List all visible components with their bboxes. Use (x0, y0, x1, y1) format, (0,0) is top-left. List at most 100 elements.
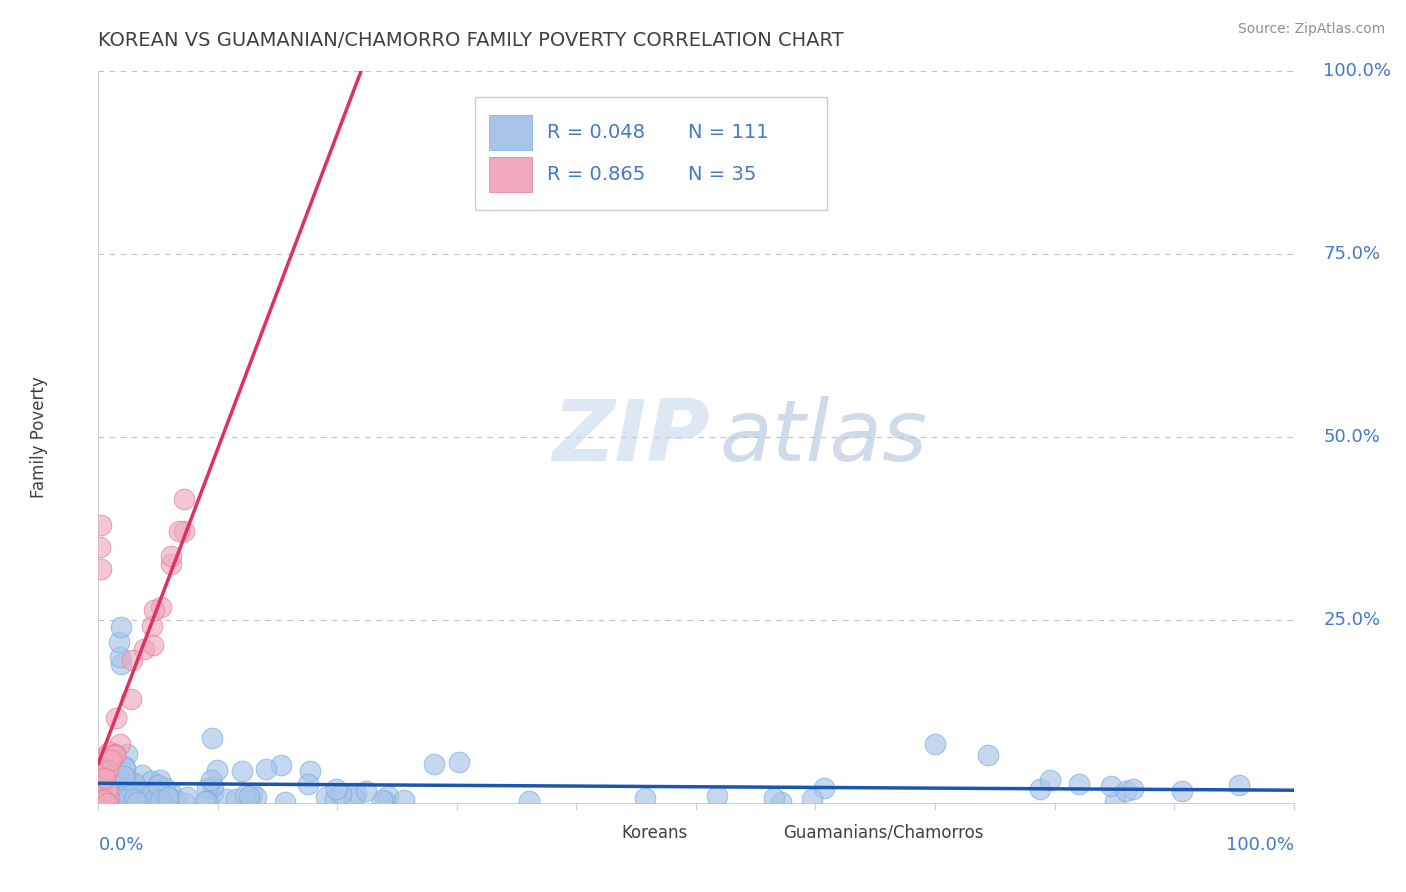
Point (1067, 777, 1090, 791)
Point (91, 795, 114, 809)
Point (422, 757, 444, 772)
Point (128, 794, 150, 808)
Point (315, 790, 337, 805)
Point (634, 791, 657, 805)
Point (93, 793, 115, 807)
Point (200, 772, 222, 787)
Point (89, 775, 111, 789)
Point (89, 793, 111, 807)
Point (149, 772, 172, 787)
Point (118, 774, 141, 789)
Text: N = 111: N = 111 (688, 122, 768, 142)
Point (194, 794, 217, 808)
Point (89, 540, 111, 554)
Point (91, 769, 114, 783)
Point (115, 747, 138, 761)
Point (152, 796, 174, 810)
Point (120, 692, 142, 706)
Text: R = 0.048: R = 0.048 (547, 122, 644, 142)
Point (131, 768, 153, 782)
Text: ZIP: ZIP (553, 395, 710, 479)
Point (108, 737, 131, 751)
Point (344, 786, 367, 800)
Point (801, 792, 824, 806)
Point (96, 763, 118, 777)
Point (1099, 780, 1122, 794)
Point (1122, 782, 1144, 797)
Point (762, 791, 785, 805)
Point (274, 795, 297, 809)
Point (96, 783, 118, 797)
Point (112, 769, 135, 783)
Point (104, 748, 127, 763)
Point (90, 562, 112, 576)
Text: 25.0%: 25.0% (1323, 611, 1381, 629)
Point (150, 599, 173, 614)
Point (146, 796, 169, 810)
Point (117, 785, 139, 799)
Point (98, 793, 121, 807)
Point (1227, 778, 1250, 792)
Point (89, 783, 111, 797)
Point (195, 793, 218, 807)
Point (98, 774, 121, 789)
Text: Koreans: Koreans (621, 824, 688, 842)
Point (377, 789, 399, 803)
Point (122, 791, 145, 805)
Point (110, 620, 132, 634)
Point (101, 747, 124, 762)
Text: KOREAN VS GUAMANIAN/CHAMORRO FAMILY POVERTY CORRELATION CHART: KOREAN VS GUAMANIAN/CHAMORRO FAMILY POVE… (98, 31, 844, 50)
Point (114, 772, 136, 787)
Text: R = 0.865: R = 0.865 (547, 165, 645, 184)
Point (94, 766, 117, 780)
Point (371, 793, 394, 807)
Point (104, 747, 127, 761)
Point (176, 789, 198, 804)
Point (120, 795, 142, 809)
Point (108, 635, 131, 649)
Point (254, 762, 277, 776)
Point (323, 791, 346, 805)
Point (202, 786, 225, 800)
Point (449, 755, 471, 769)
Point (104, 795, 127, 809)
Point (157, 789, 180, 804)
Point (343, 790, 366, 805)
Point (117, 790, 139, 805)
Point (142, 639, 165, 653)
Text: Source: ZipAtlas.com: Source: ZipAtlas.com (1237, 22, 1385, 37)
Text: 100.0%: 100.0% (1323, 62, 1392, 80)
Point (90, 770, 112, 784)
Text: 100.0%: 100.0% (1226, 836, 1294, 854)
FancyBboxPatch shape (738, 822, 773, 843)
Point (89, 796, 111, 810)
Point (1029, 781, 1052, 796)
FancyBboxPatch shape (489, 157, 533, 192)
Point (245, 789, 267, 804)
Point (94, 771, 117, 785)
Point (90, 793, 112, 807)
Point (149, 793, 172, 807)
Point (325, 781, 347, 796)
Point (135, 788, 157, 802)
Point (976, 747, 998, 762)
Text: atlas: atlas (720, 395, 928, 479)
Point (124, 794, 146, 808)
Point (145, 791, 167, 805)
Point (117, 786, 139, 800)
Point (93, 761, 115, 775)
Point (769, 795, 792, 809)
Point (97, 763, 120, 777)
Point (299, 764, 322, 778)
Point (97, 792, 120, 806)
Point (238, 789, 260, 804)
Point (195, 781, 218, 796)
Point (125, 796, 148, 810)
Point (141, 774, 163, 789)
Point (297, 777, 319, 791)
Text: Guamanians/Chamorros: Guamanians/Chamorros (783, 824, 984, 842)
Point (160, 557, 183, 571)
Text: 75.0%: 75.0% (1323, 245, 1381, 263)
Point (374, 794, 396, 808)
FancyBboxPatch shape (475, 97, 827, 211)
